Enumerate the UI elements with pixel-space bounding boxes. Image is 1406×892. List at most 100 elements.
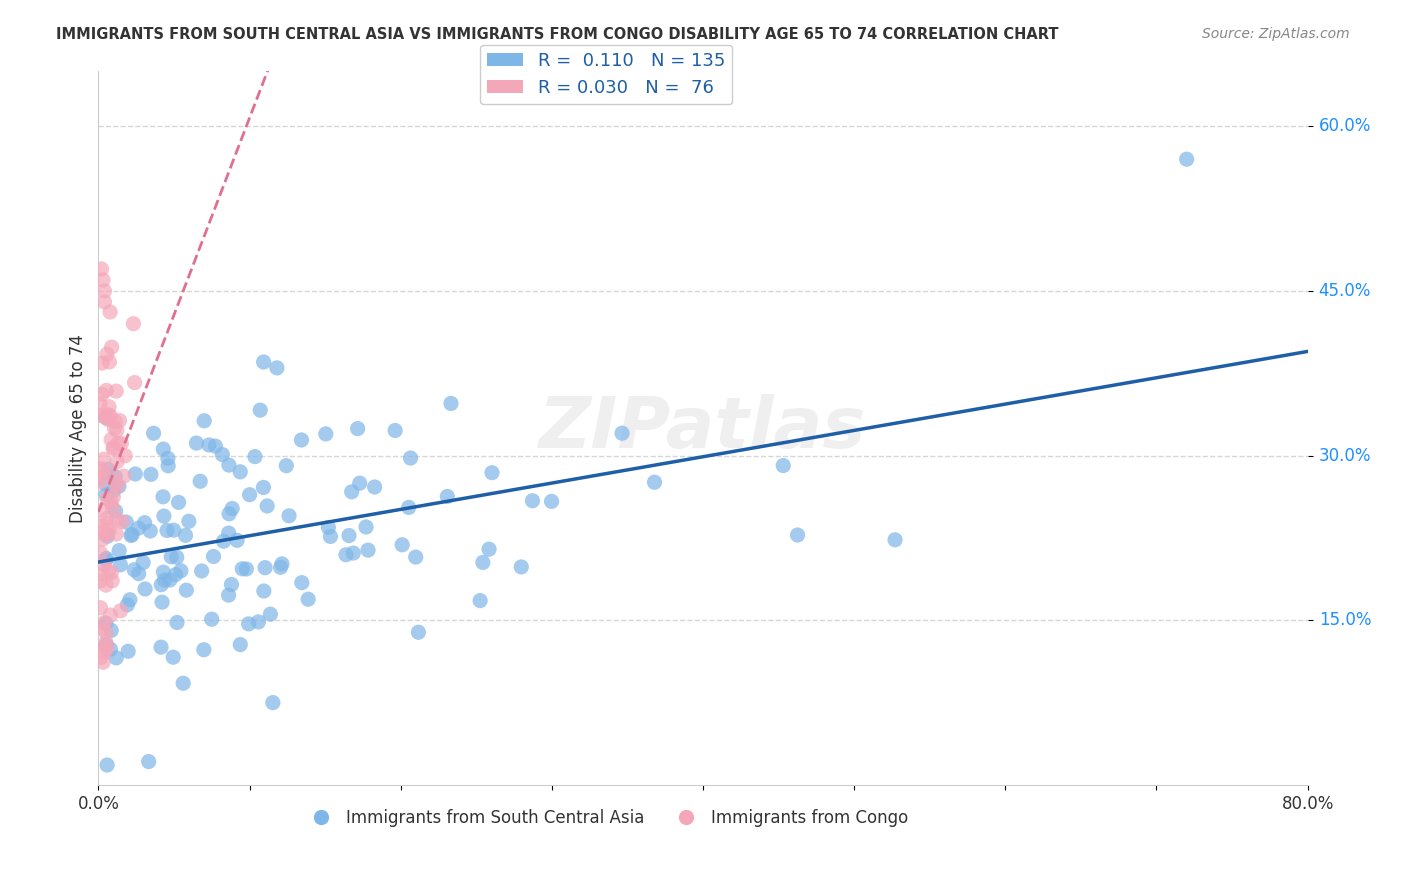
- Point: [253, 355, 276, 369]
- Point: [202, 549, 225, 564]
- Point: [118, 592, 141, 607]
- Point: [644, 475, 666, 490]
- Point: [94, 616, 117, 631]
- Point: [243, 450, 266, 464]
- Point: [124, 467, 146, 481]
- Point: [540, 494, 562, 508]
- Point: [91, 387, 114, 401]
- Point: [89, 574, 111, 589]
- Point: [94, 477, 117, 491]
- Point: [166, 615, 188, 630]
- Point: [138, 755, 160, 769]
- Point: [94, 637, 117, 651]
- Point: [259, 607, 281, 622]
- Point: [278, 508, 301, 523]
- Text: 45.0%: 45.0%: [1319, 282, 1371, 300]
- Point: [104, 504, 127, 518]
- Point: [93, 284, 115, 298]
- Point: [172, 676, 194, 690]
- Point: [218, 526, 240, 541]
- Point: [152, 565, 174, 579]
- Point: [91, 533, 114, 547]
- Point: [96, 384, 118, 398]
- Point: [134, 516, 156, 530]
- Point: [96, 529, 118, 543]
- Point: [271, 557, 294, 571]
- Point: [100, 433, 122, 447]
- Point: [440, 396, 463, 410]
- Point: [100, 340, 122, 354]
- Point: [96, 516, 118, 531]
- Point: [290, 433, 312, 447]
- Point: [127, 521, 149, 535]
- Point: [89, 461, 111, 475]
- Point: [342, 546, 364, 560]
- Point: [89, 397, 111, 411]
- Point: [98, 400, 121, 414]
- Point: [105, 651, 128, 665]
- Point: [221, 501, 243, 516]
- Point: [481, 466, 503, 480]
- Point: [96, 511, 118, 525]
- Point: [408, 625, 430, 640]
- Point: [94, 578, 117, 592]
- Point: [103, 441, 125, 455]
- Point: [103, 490, 125, 504]
- Point: [121, 527, 143, 541]
- Legend: Immigrants from South Central Asia, Immigrants from Congo: Immigrants from South Central Asia, Immi…: [298, 803, 915, 834]
- Point: [98, 523, 121, 537]
- Point: [249, 403, 271, 417]
- Point: [90, 546, 112, 560]
- Point: [107, 436, 129, 450]
- Point: [153, 509, 176, 524]
- Point: [96, 758, 118, 772]
- Point: [139, 467, 162, 482]
- Point: [96, 491, 118, 506]
- Point: [96, 641, 118, 656]
- Point: [117, 598, 139, 612]
- Point: [105, 479, 128, 493]
- Text: 60.0%: 60.0%: [1319, 117, 1371, 136]
- Point: [91, 566, 114, 581]
- Point: [436, 490, 458, 504]
- Point: [90, 262, 112, 277]
- Point: [238, 616, 260, 631]
- Point: [239, 488, 262, 502]
- Point: [177, 514, 200, 528]
- Point: [471, 555, 494, 569]
- Point: [115, 515, 138, 529]
- Point: [89, 475, 111, 489]
- Point: [170, 564, 193, 578]
- Point: [152, 490, 174, 504]
- Point: [510, 560, 533, 574]
- Point: [94, 410, 117, 425]
- Point: [100, 608, 122, 623]
- Point: [104, 415, 127, 429]
- Point: [100, 566, 122, 580]
- Point: [98, 467, 121, 481]
- Point: [91, 464, 114, 478]
- Point: [163, 523, 186, 537]
- Point: [101, 442, 124, 456]
- Point: [105, 384, 128, 398]
- Point: [94, 553, 117, 567]
- Point: [231, 562, 253, 576]
- Point: [91, 503, 114, 517]
- Point: [97, 462, 120, 476]
- Point: [193, 414, 215, 428]
- Point: [98, 355, 121, 369]
- Point: [96, 527, 118, 541]
- Point: [103, 421, 125, 435]
- Point: [346, 422, 368, 436]
- Text: 30.0%: 30.0%: [1319, 447, 1371, 465]
- Point: [97, 408, 120, 422]
- Point: [156, 451, 179, 466]
- Point: [772, 458, 794, 473]
- Point: [335, 548, 357, 562]
- Point: [100, 495, 122, 509]
- Point: [139, 524, 162, 538]
- Point: [150, 595, 173, 609]
- Point: [167, 495, 190, 509]
- Point: [89, 409, 111, 423]
- Point: [108, 413, 131, 427]
